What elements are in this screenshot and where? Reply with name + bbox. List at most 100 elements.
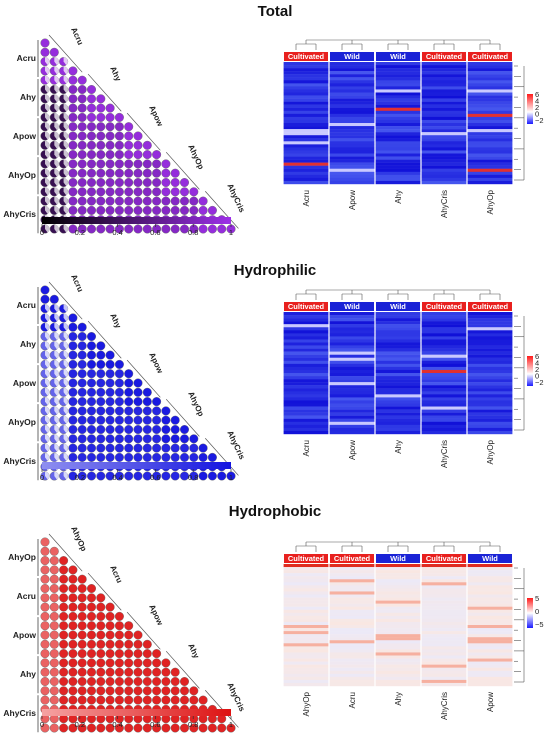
correlation-circle: [86, 723, 96, 733]
correlation-circle: [105, 397, 115, 407]
heatmap-cell: [329, 621, 375, 626]
correlation-circle: [86, 196, 96, 206]
heatmap-cell: [421, 360, 467, 365]
correlation-circle: [68, 196, 78, 206]
correlation-pie-slice: [54, 224, 59, 233]
heatmap-cell: [375, 573, 421, 577]
correlation-pie-slice: [54, 187, 59, 196]
correlation-circle: [133, 397, 143, 407]
correlation-circle: [105, 150, 115, 160]
heatmap-cell: [283, 582, 329, 586]
heatmap-column-label: Acru: [348, 692, 357, 708]
correlation-circle: [105, 359, 115, 369]
heatmap-cell: [329, 110, 375, 115]
heatmap-legend-tick: 2: [535, 103, 539, 112]
heatmap-cell: [329, 661, 375, 665]
heatmap-cell: [467, 567, 513, 571]
heatmap-cell: [467, 618, 513, 623]
correlation-circle: [68, 150, 78, 160]
correlation-circle: [124, 695, 134, 705]
group-label: Wild: [390, 302, 406, 311]
correlation-circle: [105, 205, 115, 215]
correlation-circle: [96, 378, 106, 388]
heatmap-cell: [375, 95, 421, 99]
correlation-circle: [179, 686, 189, 696]
correlation-circle: [133, 630, 143, 640]
correlation-circle: [152, 424, 162, 434]
correlation-circle: [77, 667, 87, 677]
correlation-circle: [68, 313, 78, 323]
heatmap-cell: [329, 333, 375, 337]
correlation-circle: [152, 150, 162, 160]
correlation-circle: [96, 397, 106, 407]
correlation-circle: [105, 602, 115, 612]
heatmap-cell: [467, 382, 513, 386]
heatmap-cell: [329, 628, 375, 632]
correlation-pie-slice: [63, 322, 68, 331]
heatmap-cell: [421, 670, 467, 674]
correlation-circle: [114, 397, 124, 407]
heatmap-cell: [421, 628, 467, 632]
correlation-circle: [77, 621, 87, 631]
row-dendrogram: [514, 315, 525, 431]
heatmap-cell: [283, 104, 329, 108]
heatmap-cell: [421, 603, 467, 607]
diagonal-label: AhyCris: [225, 429, 246, 461]
correlation-circle: [68, 621, 78, 631]
correlation-circle: [124, 150, 134, 160]
heatmap-cell: [421, 376, 467, 380]
correlation-circle: [124, 369, 134, 379]
correlation-circle: [133, 434, 143, 444]
heatmap-cell: [329, 400, 375, 404]
heatmap-legend-tick: 4: [535, 359, 539, 368]
heatmap-cell: [421, 86, 467, 90]
heatmap-cell: [329, 600, 375, 604]
heatmap-cell: [283, 162, 329, 166]
correlation-circle: [142, 434, 152, 444]
heatmap-cell: [375, 315, 421, 319]
correlation-circle: [86, 667, 96, 677]
heatmap-cell: [283, 171, 329, 176]
heatmap-cell: [467, 588, 513, 592]
correlation-circle: [152, 443, 162, 453]
diagonal-label: AhyCris: [225, 681, 246, 713]
diagonal-line: [165, 398, 200, 437]
correlation-pie-slice: [63, 388, 68, 396]
diagonal-line: [87, 572, 122, 611]
correlation-circle: [86, 443, 96, 453]
correlation-circle: [207, 205, 217, 215]
correlation-circle: [114, 676, 124, 686]
correlation-circle: [142, 471, 152, 481]
heatmap-cell: [375, 159, 421, 163]
heatmap-cell: [467, 138, 513, 142]
heatmap-cell: [283, 132, 329, 136]
correlation-pie-slice: [54, 360, 59, 368]
heatmap-cell: [375, 382, 421, 386]
correlation-pie-slice: [54, 378, 59, 387]
correlation-circle: [189, 187, 199, 197]
correlation-circle: [77, 369, 87, 379]
correlation-circle: [124, 630, 134, 640]
correlation-circle: [77, 649, 87, 659]
heatmap-cell: [283, 351, 329, 355]
heatmap-cell: [329, 162, 375, 166]
heatmap-cell: [329, 74, 375, 78]
heatmap-column-label: Acru: [302, 190, 311, 206]
heatmap-cell: [467, 403, 513, 407]
panel-title: Total: [257, 3, 293, 20]
correlation-circle: [114, 723, 124, 733]
row-label: AhyCris: [3, 456, 36, 466]
heatmap-cell: [421, 406, 467, 410]
correlation-circle: [142, 667, 152, 677]
correlation-circle: [124, 424, 134, 434]
heatmap-cell: [329, 637, 375, 641]
heatmap-cell: [329, 68, 375, 72]
correlation-circle: [49, 639, 59, 649]
heatmap-cell: [421, 171, 467, 176]
heatmap-cell: [375, 579, 421, 583]
panel-total: Total Acru Acru Ahy Ahy Apow Apow AhyOp AhyOp Ah…: [0, 0, 550, 248]
heatmap-cell: [375, 427, 421, 432]
correlation-pie-slice: [54, 57, 59, 66]
heatmap-cell: [421, 379, 467, 383]
heatmap-cell: [421, 336, 467, 340]
